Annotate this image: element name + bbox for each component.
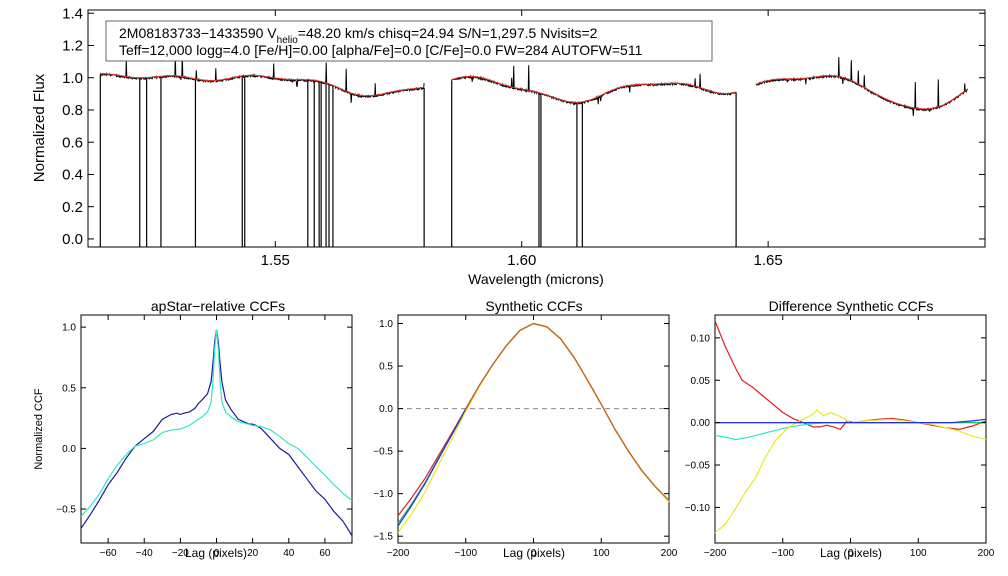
apstar-ccf-ytick-label: 1.0 bbox=[62, 323, 76, 334]
apstar-ccf-xtick-label: 60 bbox=[319, 548, 331, 559]
spectrum-ytick-label: 0.8 bbox=[62, 102, 83, 119]
spectrum-xtick-label: 1.55 bbox=[261, 252, 290, 269]
spectrum-ytick-label: 1.2 bbox=[62, 38, 83, 55]
spectrum-model-line bbox=[100, 73, 969, 110]
spectrum-ytick-label: 0.0 bbox=[62, 231, 83, 248]
difference-ccf-xlabel: Lag (pixels) bbox=[820, 546, 882, 560]
info-line-2: Teff=12,000 logg=4.0 [Fe/H]=0.00 [alpha/… bbox=[119, 42, 643, 58]
difference-ccf-xtick-label: 100 bbox=[910, 548, 927, 559]
difference-ccf-ytick-label: 0.10 bbox=[691, 333, 711, 344]
difference-ccf-xtick-label: 0 bbox=[848, 548, 854, 559]
info-box bbox=[105, 20, 713, 62]
apstar-ccf-series bbox=[80, 329, 353, 537]
apstar-ccf-plot: apStar−relative CCFs −60 −40 −20 0 20 40 60 −0.… bbox=[33, 298, 353, 560]
synthetic-ccf-xtick-label: 200 bbox=[661, 548, 678, 559]
apstar-ccf-xtick-label: −40 bbox=[136, 548, 153, 559]
difference-ccf-frame bbox=[714, 314, 987, 544]
apstar-ccf-xtick-label: 40 bbox=[283, 548, 295, 559]
spectrum-xlabel: Wavelength (microns) bbox=[468, 271, 604, 287]
difference-ccf-xtick-label: 200 bbox=[978, 548, 995, 559]
difference-ccf-xtick-label: −200 bbox=[704, 548, 727, 559]
synthetic-ccf-ytick-label: 0.5 bbox=[379, 362, 393, 373]
apstar-ccf-series-visit2 bbox=[80, 329, 353, 517]
synthetic-ccf-ytick-label: −1.5 bbox=[373, 532, 393, 543]
synthetic-ccf-xtick-label: −200 bbox=[387, 548, 410, 559]
synthetic-ccf-series-red bbox=[397, 322, 670, 517]
synthetic-ccf-ytick-label: −1.0 bbox=[373, 489, 393, 500]
apstar-ccf-ytick-label: −0.5 bbox=[56, 505, 76, 516]
difference-ccf-series-red bbox=[714, 320, 987, 431]
spectrum-ytick-label: 0.6 bbox=[62, 134, 83, 151]
spectrum-xtick-label: 1.60 bbox=[507, 252, 536, 269]
difference-ccf-ytick-label: 0.00 bbox=[691, 418, 711, 429]
synthetic-ccf-xtick-label: −100 bbox=[454, 548, 477, 559]
difference-ccf-title: Difference Synthetic CCFs bbox=[769, 298, 934, 314]
synthetic-ccf-series-orange bbox=[465, 322, 670, 501]
spectrum-ytick-label: 0.4 bbox=[62, 167, 83, 184]
spectrum-gap-lines bbox=[99, 74, 737, 247]
spectrum-xtick-label: 1.65 bbox=[754, 252, 783, 269]
spectrum-x-ticks: 1.55 1.60 1.65 0.0 0.2 0.4 0.6 0.8 1.0 1.2 1.4 bbox=[62, 5, 985, 269]
difference-ccf-ticks: −200 −100 0 100 200 −0.10 −0.05 0.00 0.05 0.10 bbox=[685, 315, 995, 559]
difference-ccf-ytick-label: −0.10 bbox=[685, 503, 711, 514]
apstar-ccf-xtick-label: 20 bbox=[247, 548, 259, 559]
spectrum-frame bbox=[87, 9, 986, 248]
difference-ccf-ytick-label: −0.05 bbox=[685, 461, 711, 472]
info-line-1-start: 2M08183733−1433590 V bbox=[119, 25, 277, 41]
apstar-ccf-title: apStar−relative CCFs bbox=[151, 298, 285, 314]
difference-ccf-xtick-label: −100 bbox=[771, 548, 794, 559]
difference-ccf-series bbox=[714, 320, 987, 534]
apstar-ccf-xtick-label: −20 bbox=[172, 548, 189, 559]
difference-ccf-series-yellow bbox=[714, 409, 987, 534]
synthetic-ccf-series-green bbox=[397, 322, 670, 524]
difference-ccf-plot: Difference Synthetic CCFs −200 −100 0 100 20… bbox=[685, 298, 995, 560]
apstar-ccf-xtick-label: 0 bbox=[214, 548, 220, 559]
apstar-ccf-ylabel: Normalized CCF bbox=[33, 388, 45, 470]
apstar-ccf-series-visit1 bbox=[80, 329, 353, 537]
synthetic-ccf-series bbox=[397, 322, 670, 534]
synthetic-ccf-frame bbox=[397, 314, 670, 544]
apstar-ccf-xlabel: Lag (pixels) bbox=[185, 546, 247, 560]
spectrum-plot: 1.55 1.60 1.65 0.0 0.2 0.4 0.6 0.8 1.0 1.2 1.4 Wav… bbox=[31, 5, 986, 287]
spectrum-ylabel: Normalized Flux bbox=[31, 73, 48, 182]
synthetic-ccf-ticks: −200 −100 0 100 200 −1.5 −1.0 −0.5 0.0 0.5 1.0 bbox=[373, 315, 678, 559]
spectrum-observed-line bbox=[99, 52, 969, 116]
apstar-ccf-xtick-label: −60 bbox=[100, 548, 117, 559]
info-line-1-subscript: helio bbox=[277, 35, 299, 46]
synthetic-ccf-ytick-label: 1.0 bbox=[379, 319, 393, 330]
synthetic-ccf-series-yellow bbox=[397, 322, 670, 534]
synthetic-ccf-xlabel: Lag (pixels) bbox=[503, 546, 565, 560]
synthetic-ccf-ytick-label: −0.5 bbox=[373, 447, 393, 458]
apstar-ccf-ticks: −60 −40 −20 0 20 40 60 −0.5 0.0 0.5 1.0 bbox=[56, 315, 352, 559]
spectrum-ytick-label: 1.0 bbox=[62, 70, 83, 87]
spectrum-ytick-label: 0.2 bbox=[62, 199, 83, 216]
difference-ccf-series-cyan bbox=[714, 422, 986, 441]
apstar-ccf-ytick-label: 0.5 bbox=[62, 383, 76, 394]
synthetic-ccf-series-blue bbox=[397, 322, 670, 527]
synthetic-ccf-plot: Synthetic CCFs −200 −100 0 100 200 −1.5 −1.0 −0… bbox=[373, 298, 678, 560]
difference-ccf-series-blue bbox=[715, 418, 987, 424]
synthetic-ccf-ytick-label: 0.0 bbox=[379, 404, 393, 415]
apstar-ccf-ytick-label: 0.0 bbox=[62, 444, 76, 455]
synthetic-ccf-title: Synthetic CCFs bbox=[485, 298, 582, 314]
difference-ccf-ytick-label: 0.05 bbox=[691, 376, 711, 387]
synthetic-ccf-xtick-label: 0 bbox=[531, 548, 537, 559]
apstar-ccf-frame bbox=[80, 314, 353, 544]
synthetic-ccf-xtick-label: 100 bbox=[593, 548, 610, 559]
info-line-1-end: =48.20 km/s chisq=24.94 S/N=1,297.5 Nvis… bbox=[298, 25, 598, 41]
info-line-1: 2M08183733−1433590 Vhelio=48.20 km/s chi… bbox=[119, 25, 598, 46]
spectrum-ytick-label: 1.4 bbox=[62, 5, 83, 22]
